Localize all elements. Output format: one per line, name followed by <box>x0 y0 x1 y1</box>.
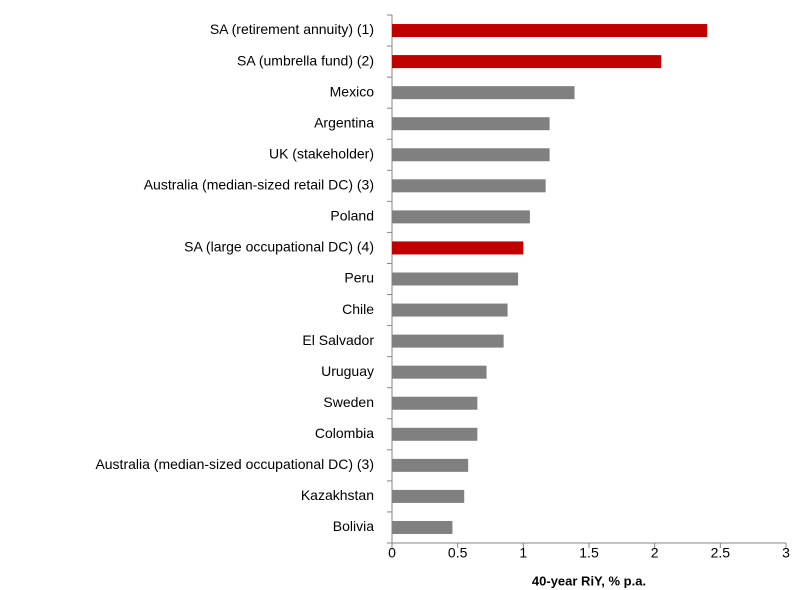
bar <box>392 241 524 255</box>
bar <box>392 117 550 131</box>
bar <box>392 520 453 534</box>
bar <box>392 458 469 472</box>
x-tick-label: 3 <box>782 545 790 561</box>
bar <box>392 427 478 441</box>
bar <box>392 86 575 100</box>
x-tick-label: 1.5 <box>579 545 599 561</box>
bar <box>392 489 465 503</box>
bar <box>392 210 530 224</box>
bar <box>392 179 546 193</box>
y-tick-label: Kazakhstan <box>301 487 374 503</box>
y-tick-label: Colombia <box>315 425 374 441</box>
x-tick-label: 0.5 <box>448 545 468 561</box>
y-tick-label: SA (large occupational DC) (4) <box>184 239 374 255</box>
bar <box>392 272 519 286</box>
y-tick-label: SA (umbrella fund) (2) <box>237 52 374 68</box>
y-tick-label: El Salvador <box>302 332 374 348</box>
y-tick-label: Australia (median-sized occupational DC)… <box>95 456 374 472</box>
bar <box>392 24 708 38</box>
x-tick-label: 0 <box>388 545 396 561</box>
y-tick-label: Sweden <box>323 394 374 410</box>
bar <box>392 55 662 69</box>
x-tick-label: 2.5 <box>711 545 731 561</box>
y-tick-label: Bolivia <box>333 518 374 534</box>
x-axis-label: 40-year RiY, % p.a. <box>532 573 646 588</box>
bar <box>392 365 487 379</box>
y-tick-label: Peru <box>344 270 374 286</box>
x-tick-label: 1 <box>519 545 527 561</box>
y-tick-label: Mexico <box>330 83 375 99</box>
x-tick-label: 2 <box>651 545 659 561</box>
bar <box>392 303 508 317</box>
y-tick-label: Argentina <box>314 114 374 130</box>
y-tick-label: Poland <box>330 208 374 224</box>
bar <box>392 148 550 162</box>
y-tick-label: Uruguay <box>321 363 374 379</box>
y-tick-label: SA (retirement annuity) (1) <box>210 21 374 37</box>
y-tick-label: UK (stakeholder) <box>269 145 374 161</box>
bar <box>392 334 504 348</box>
y-tick-label: Australia (median-sized retail DC) (3) <box>144 177 374 193</box>
bar <box>392 396 478 410</box>
y-tick-label: Chile <box>342 301 374 317</box>
